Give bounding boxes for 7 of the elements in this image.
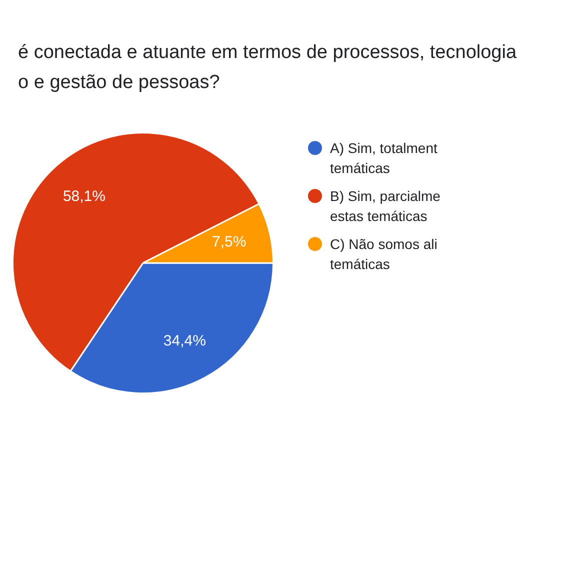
legend-label: A) Sim, totalment temáticas [330, 139, 438, 178]
chart-title: é conectada e atuante em termos de processos, tecnologia o e gestão de pessoas? [17, 41, 518, 95]
data-label: 7,5% [212, 233, 246, 250]
legend-label: B) Sim, parcialme estas temáticas [330, 187, 442, 226]
data-label: 34,4% [163, 332, 206, 350]
legend-label: C) Não somos ali temáticas [330, 235, 438, 274]
data-label: 58,1% [62, 188, 106, 205]
